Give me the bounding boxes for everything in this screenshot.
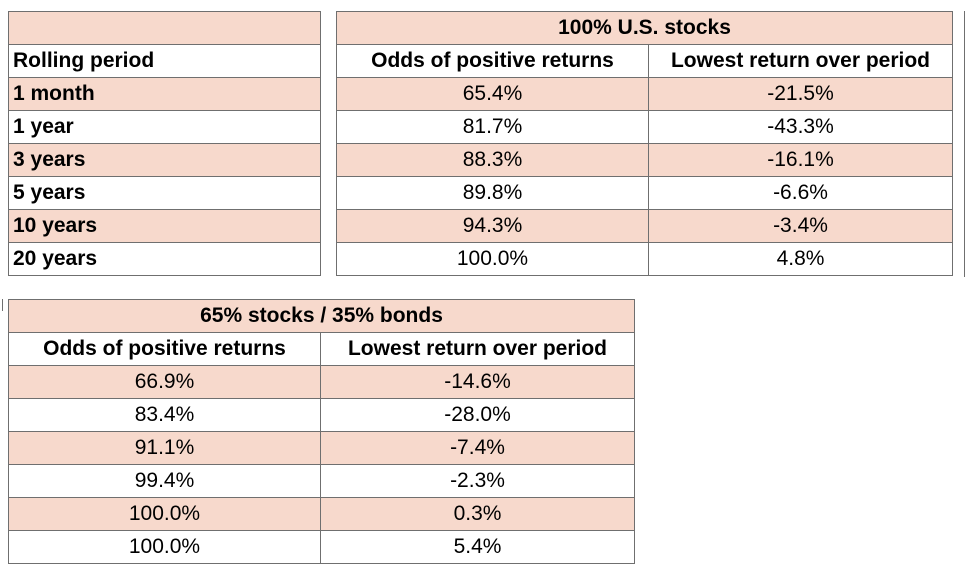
table-row: 1 month 65.4% -21.5% [8,77,953,111]
lowest-cell: 4.8% [648,242,953,276]
lowest-cell: -6.6% [648,176,953,210]
lowest-cell: -43.3% [648,110,953,144]
odds-cell: 65.4% [336,77,649,111]
column-gap [320,209,337,243]
odds-cell: 81.7% [336,110,649,144]
header-rolling-period: Rolling period [8,44,321,78]
odds-cell: 66.9% [8,365,321,399]
group-header-row: 100% U.S. stocks [8,11,953,45]
period-cell: 1 month [8,77,321,111]
table-row: 83.4% -28.0% [8,398,635,432]
period-cell: 1 year [8,110,321,144]
period-cell: 3 years [8,143,321,177]
header-odds-positive: Odds of positive returns [336,44,649,78]
lowest-cell: -14.6% [320,365,635,399]
header-odds-positive: Odds of positive returns [8,332,321,366]
lowest-cell: -2.3% [320,464,635,498]
lowest-cell: -16.1% [648,143,953,177]
table-row: 20 years 100.0% 4.8% [8,242,953,276]
table-row: 3 years 88.3% -16.1% [8,143,953,177]
column-gap [320,143,337,177]
column-gap [320,110,337,144]
group-header-row: 65% stocks / 35% bonds [8,299,635,333]
table-row: 100.0% 0.3% [8,497,635,531]
column-gap [320,176,337,210]
cropped-edge-line [2,299,3,311]
table-row: 10 years 94.3% -3.4% [8,209,953,243]
odds-cell: 100.0% [336,242,649,276]
lowest-cell: -3.4% [648,209,953,243]
table-row: 1 year 81.7% -43.3% [8,110,953,144]
odds-cell: 89.8% [336,176,649,210]
odds-cell: 100.0% [8,497,321,531]
column-gap [320,11,337,45]
header-lowest-return: Lowest return over period [320,332,635,366]
period-cell: 20 years [8,242,321,276]
lowest-cell: -28.0% [320,398,635,432]
stocks-bonds-table: 65% stocks / 35% bonds Odds of positive … [8,299,635,564]
group-header-us-stocks: 100% U.S. stocks [336,11,953,45]
odds-cell: 100.0% [8,530,321,564]
column-gap [320,44,337,78]
period-cell: 5 years [8,176,321,210]
column-header-row: Odds of positive returns Lowest return o… [8,332,635,366]
odds-cell: 83.4% [8,398,321,432]
table-row: 99.4% -2.3% [8,464,635,498]
table-row: 100.0% 5.4% [8,530,635,564]
odds-cell: 94.3% [336,209,649,243]
odds-cell: 88.3% [336,143,649,177]
group-header-stocks-bonds: 65% stocks / 35% bonds [8,299,635,333]
period-cell: 10 years [8,209,321,243]
column-gap [320,77,337,111]
table-row: 66.9% -14.6% [8,365,635,399]
lowest-cell: -7.4% [320,431,635,465]
lowest-cell: 0.3% [320,497,635,531]
lowest-cell: 5.4% [320,530,635,564]
odds-cell: 91.1% [8,431,321,465]
table-row: 5 years 89.8% -6.6% [8,176,953,210]
column-gap [320,242,337,276]
header-lowest-return: Lowest return over period [648,44,953,78]
odds-cell: 99.4% [8,464,321,498]
column-header-row: Rolling period Odds of positive returns … [8,44,953,78]
table-row: 91.1% -7.4% [8,431,635,465]
us-stocks-table: 100% U.S. stocks Rolling period Odds of … [8,11,953,276]
blank-header-cell [8,11,321,45]
cropped-edge-line [964,11,965,277]
lowest-cell: -21.5% [648,77,953,111]
